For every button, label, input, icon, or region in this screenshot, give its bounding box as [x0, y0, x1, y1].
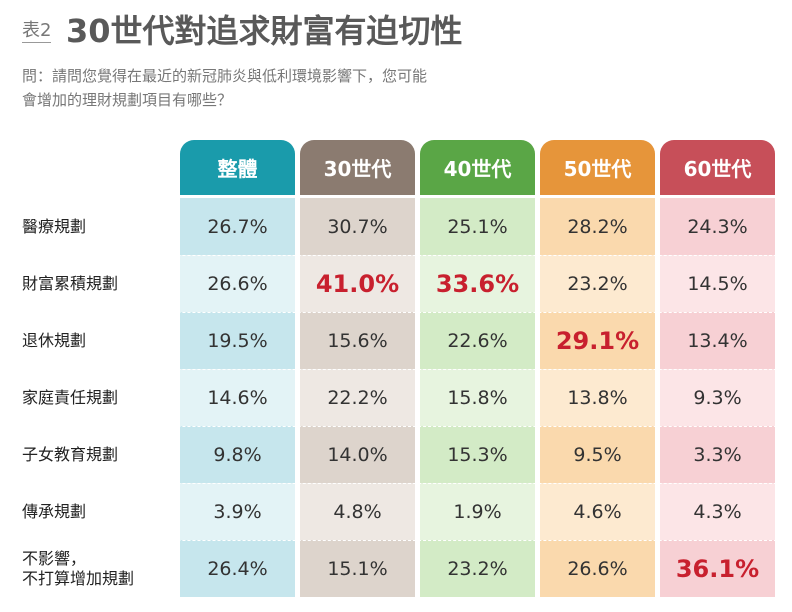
row-label: 傳承規劃 — [22, 501, 87, 521]
table-cell: 13.4% — [660, 312, 775, 369]
table-cell: 9.8% — [180, 426, 295, 483]
figure-label: 表2 — [22, 16, 52, 43]
table-cell: 23.2% — [420, 540, 535, 597]
column-header: 整體 — [180, 140, 295, 195]
row-separator — [22, 426, 777, 427]
table-cell: 15.6% — [300, 312, 415, 369]
table-cell: 25.1% — [420, 198, 535, 255]
table-cell: 33.6% — [420, 255, 535, 312]
row-label: 子女教育規劃 — [22, 444, 119, 464]
table-cell: 14.6% — [180, 369, 295, 426]
table-cell: 19.5% — [180, 312, 295, 369]
table-cell: 1.9% — [420, 483, 535, 540]
table-cell: 3.3% — [660, 426, 775, 483]
row-label: 財富累積規劃 — [22, 273, 119, 293]
table-cell: 4.3% — [660, 483, 775, 540]
table-cell: 15.3% — [420, 426, 535, 483]
row-label: 家庭責任規劃 — [22, 387, 119, 407]
table-cell: 3.9% — [180, 483, 295, 540]
title: 30世代對追求財富有迫切性 — [66, 12, 463, 50]
table-cell: 14.5% — [660, 255, 775, 312]
table-cell: 26.6% — [540, 540, 655, 597]
column-header: 60世代 — [660, 140, 775, 195]
row-label: 不影響， 不打算增加規劃 — [22, 548, 135, 588]
table-cell: 26.4% — [180, 540, 295, 597]
row-separator — [22, 312, 777, 313]
table-cell: 22.6% — [420, 312, 535, 369]
table-cell: 4.8% — [300, 483, 415, 540]
table-cell: 15.1% — [300, 540, 415, 597]
table-cell: 15.8% — [420, 369, 535, 426]
row-separator — [22, 540, 777, 541]
table-cell: 4.6% — [540, 483, 655, 540]
table-cell: 9.3% — [660, 369, 775, 426]
question: 問：請問您覺得在最近的新冠肺炎與低利環境影響下，您可能 會增加的理財規劃項目有哪… — [22, 67, 428, 109]
table-cell: 24.3% — [660, 198, 775, 255]
table-cell: 36.1% — [660, 540, 775, 597]
table-cell: 23.2% — [540, 255, 655, 312]
table-cell: 26.7% — [180, 198, 295, 255]
table-cell: 29.1% — [540, 312, 655, 369]
column-header: 50世代 — [540, 140, 655, 195]
table-cell: 9.5% — [540, 426, 655, 483]
row-separator — [22, 369, 777, 370]
column-header: 30世代 — [300, 140, 415, 195]
table-cell: 26.6% — [180, 255, 295, 312]
column-header: 40世代 — [420, 140, 535, 195]
table-cell: 28.2% — [540, 198, 655, 255]
row-separator — [22, 483, 777, 484]
row-separator — [22, 255, 777, 256]
row-label: 醫療規劃 — [22, 216, 87, 236]
table-cell: 22.2% — [300, 369, 415, 426]
row-label: 退休規劃 — [22, 330, 87, 350]
table-cell: 41.0% — [300, 255, 415, 312]
table-cell: 13.8% — [540, 369, 655, 426]
table-cell: 14.0% — [300, 426, 415, 483]
table-cell: 30.7% — [300, 198, 415, 255]
